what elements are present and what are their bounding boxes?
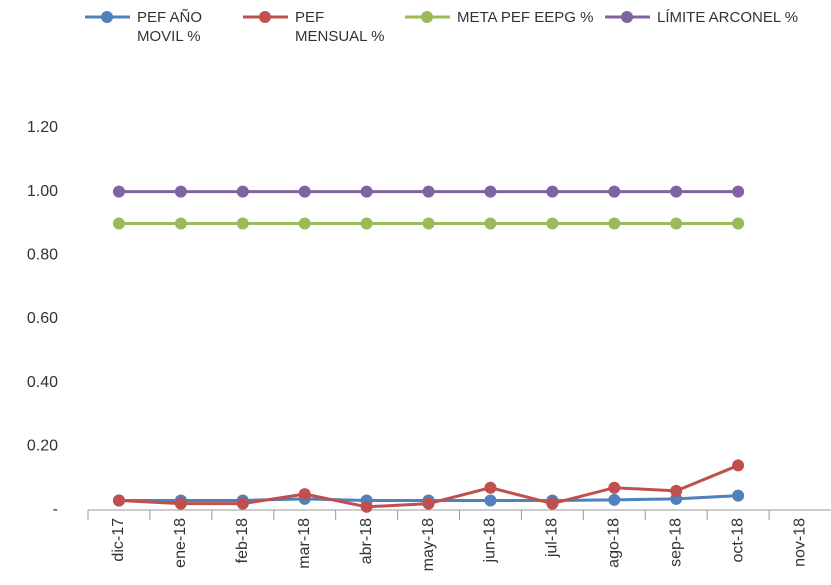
x-tick-label: ago-18 [606, 518, 623, 568]
data-point [422, 497, 435, 510]
legend-marker [259, 11, 271, 23]
data-point [360, 500, 373, 513]
data-point [732, 185, 745, 198]
x-tick-label: sep-18 [667, 518, 684, 567]
data-point [112, 217, 125, 230]
data-point [422, 217, 435, 230]
data-point [174, 185, 187, 198]
x-tick-label: dic-17 [110, 518, 127, 562]
data-point [298, 217, 311, 230]
data-point [670, 217, 683, 230]
y-tick-label: 1.00 [27, 183, 58, 200]
data-point [484, 185, 497, 198]
legend-label: PEF MENSUAL % [295, 9, 385, 45]
x-tick-label: may-18 [420, 518, 437, 571]
x-tick-label: ene-18 [172, 518, 189, 568]
y-tick-label: 0.80 [27, 247, 58, 264]
data-point [298, 185, 311, 198]
x-tick-label: nov-18 [791, 518, 808, 567]
y-tick-label: 0.20 [27, 438, 58, 455]
data-point [608, 481, 621, 494]
data-point [546, 217, 559, 230]
data-point [546, 185, 559, 198]
x-tick-label: oct-18 [729, 518, 746, 563]
x-tick-label: feb-18 [234, 518, 251, 563]
data-point [608, 185, 621, 198]
data-point [236, 217, 249, 230]
data-point [732, 459, 745, 472]
data-point [360, 185, 373, 198]
data-point [608, 217, 621, 230]
data-point [174, 217, 187, 230]
legend-label: META PEF EEPG % [457, 9, 594, 26]
x-tick-label: abr-18 [358, 518, 375, 564]
data-point [484, 217, 497, 230]
data-point [360, 217, 373, 230]
x-tick-label: jun-18 [482, 518, 499, 564]
data-point [484, 494, 497, 507]
legend-marker [621, 11, 633, 23]
x-tick-label: mar-18 [296, 518, 313, 569]
y-tick-label: 0.40 [27, 374, 58, 391]
data-point [422, 185, 435, 198]
data-point [670, 484, 683, 497]
data-point [732, 489, 745, 502]
legend-label: LÍMITE ARCONEL % [657, 9, 799, 26]
y-tick-label: - [53, 501, 58, 518]
data-point [546, 497, 559, 510]
y-tick-label: 0.60 [27, 310, 58, 327]
data-point [236, 497, 249, 510]
data-point [112, 185, 125, 198]
data-point [732, 217, 745, 230]
x-tick-label: jul-18 [544, 518, 561, 558]
data-point [112, 494, 125, 507]
data-point [670, 185, 683, 198]
legend-marker [101, 11, 113, 23]
data-point [174, 497, 187, 510]
legend-marker [421, 11, 433, 23]
data-point [298, 488, 311, 501]
data-point [484, 481, 497, 494]
data-point [236, 185, 249, 198]
y-tick-label: 1.20 [27, 119, 58, 136]
legend-label: PEF AÑO MOVIL % [137, 9, 203, 45]
data-point [608, 493, 621, 506]
